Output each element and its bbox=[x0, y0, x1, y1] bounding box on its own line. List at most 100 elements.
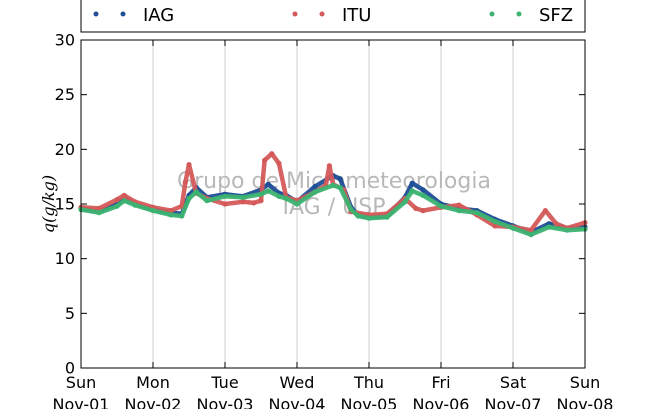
data-point-itu bbox=[553, 221, 559, 227]
data-point-sfz bbox=[222, 193, 228, 199]
data-point-sfz bbox=[564, 227, 570, 233]
y-tick-label: 25 bbox=[55, 85, 75, 104]
x-tick-label-day: Sat bbox=[500, 373, 526, 392]
data-point-sfz bbox=[132, 202, 138, 208]
data-point-itu bbox=[121, 192, 127, 198]
x-tick-label-day: Wed bbox=[280, 373, 315, 392]
legend-item-itu: ITU bbox=[292, 5, 371, 26]
data-point-itu bbox=[326, 163, 332, 169]
data-point-sfz bbox=[150, 208, 156, 214]
data-point-sfz bbox=[258, 191, 264, 197]
data-point-sfz bbox=[186, 195, 192, 202]
data-point-sfz bbox=[438, 203, 444, 209]
data-point-itu bbox=[269, 151, 275, 157]
data-point-sfz bbox=[96, 210, 102, 216]
legend: IAG ITU SFZ bbox=[80, 0, 586, 33]
data-point-iag bbox=[265, 181, 271, 187]
legend-marker-itu bbox=[319, 11, 325, 17]
data-point-itu bbox=[251, 200, 257, 206]
data-point-itu bbox=[276, 160, 282, 167]
data-point-itu bbox=[240, 199, 246, 205]
data-point-sfz bbox=[528, 232, 534, 238]
data-point-sfz bbox=[121, 198, 127, 204]
data-point-sfz bbox=[276, 193, 282, 199]
data-point-sfz bbox=[114, 203, 120, 209]
data-point-sfz bbox=[402, 199, 408, 205]
x-tick-label-date: Nov-02 bbox=[125, 395, 182, 409]
data-point-sfz bbox=[179, 213, 185, 219]
x-tick-label-date: Nov-08 bbox=[557, 395, 614, 409]
data-point-sfz bbox=[330, 182, 336, 188]
watermark: Grupo de Micrometeorologia IAG / USP bbox=[177, 169, 491, 220]
data-point-sfz bbox=[294, 201, 300, 207]
data-point-sfz bbox=[366, 215, 372, 221]
data-point-sfz bbox=[348, 206, 354, 213]
x-tick-label-day: Mon bbox=[136, 373, 170, 392]
data-point-iag bbox=[337, 176, 343, 182]
data-point-sfz bbox=[384, 214, 390, 220]
data-point-itu bbox=[492, 223, 498, 229]
data-point-iag bbox=[409, 180, 415, 186]
data-point-sfz bbox=[283, 195, 289, 202]
legend-item-sfz: SFZ bbox=[489, 5, 573, 26]
data-point-itu bbox=[168, 208, 174, 214]
data-point-sfz bbox=[456, 208, 462, 214]
y-tick-label: 5 bbox=[65, 304, 75, 323]
data-point-itu bbox=[222, 201, 228, 207]
x-tick-label-date: Nov-03 bbox=[197, 395, 254, 409]
x-tick-label-day: Sun bbox=[66, 373, 96, 392]
legend-box bbox=[80, 0, 586, 33]
data-point-sfz bbox=[546, 224, 552, 230]
data-point-sfz bbox=[474, 210, 480, 216]
data-point-itu bbox=[186, 162, 192, 168]
data-point-iag bbox=[312, 183, 318, 190]
data-point-sfz bbox=[355, 213, 361, 219]
data-point-itu bbox=[420, 208, 426, 214]
x-tick-label-date: Nov-05 bbox=[341, 395, 398, 409]
data-point-itu bbox=[114, 197, 120, 203]
data-point-sfz bbox=[240, 194, 246, 200]
x-tick-label-day: Fri bbox=[431, 373, 450, 392]
data-point-itu bbox=[258, 198, 264, 204]
legend-label-sfz: SFZ bbox=[539, 5, 573, 26]
x-tick-label-day: Thu bbox=[353, 373, 384, 392]
legend-marker-itu bbox=[292, 11, 298, 17]
data-point-sfz bbox=[265, 188, 271, 194]
x-tick-label-day: Tue bbox=[210, 373, 238, 392]
x-tick-label-date: Nov-06 bbox=[413, 395, 470, 409]
x-tick-label-date: Nov-04 bbox=[269, 395, 326, 409]
data-point-itu bbox=[262, 157, 268, 163]
data-point-sfz bbox=[492, 218, 498, 225]
data-point-sfz bbox=[193, 189, 199, 195]
x-tick-label-date: Nov-01 bbox=[53, 395, 110, 409]
series-sfz bbox=[78, 182, 588, 238]
y-tick-label: 20 bbox=[55, 140, 75, 159]
legend-label-iag: IAG bbox=[143, 5, 174, 26]
data-point-sfz bbox=[510, 225, 516, 231]
data-point-itu bbox=[528, 227, 534, 233]
data-point-sfz bbox=[337, 185, 343, 191]
legend-marker-sfz bbox=[516, 11, 522, 17]
data-point-sfz bbox=[168, 212, 174, 218]
x-tick-label-date: Nov-07 bbox=[485, 395, 542, 409]
x-tick-label-day: Sun bbox=[570, 373, 600, 392]
data-point-itu bbox=[96, 205, 102, 211]
legend-marker-iag bbox=[120, 11, 126, 17]
y-tick-label: 30 bbox=[55, 31, 75, 50]
y-tick-label: 0 bbox=[65, 359, 75, 378]
y-tick-label: 10 bbox=[55, 249, 75, 268]
data-point-sfz bbox=[312, 189, 318, 195]
legend-label-itu: ITU bbox=[342, 5, 371, 26]
series-layer bbox=[78, 151, 588, 238]
legend-item-iag: IAG bbox=[93, 5, 174, 26]
data-point-itu bbox=[413, 205, 419, 211]
data-point-sfz bbox=[204, 198, 210, 204]
data-point-sfz bbox=[409, 188, 415, 194]
data-point-itu bbox=[456, 202, 462, 208]
data-point-sfz bbox=[420, 192, 426, 198]
data-point-itu bbox=[542, 208, 549, 214]
legend-marker-iag bbox=[93, 11, 99, 17]
data-point-itu bbox=[182, 179, 188, 185]
axes: Sun Nov-01 Mon Nov-02 Tue Nov-03 Wed Nov-04 Thu N… bbox=[53, 31, 614, 409]
